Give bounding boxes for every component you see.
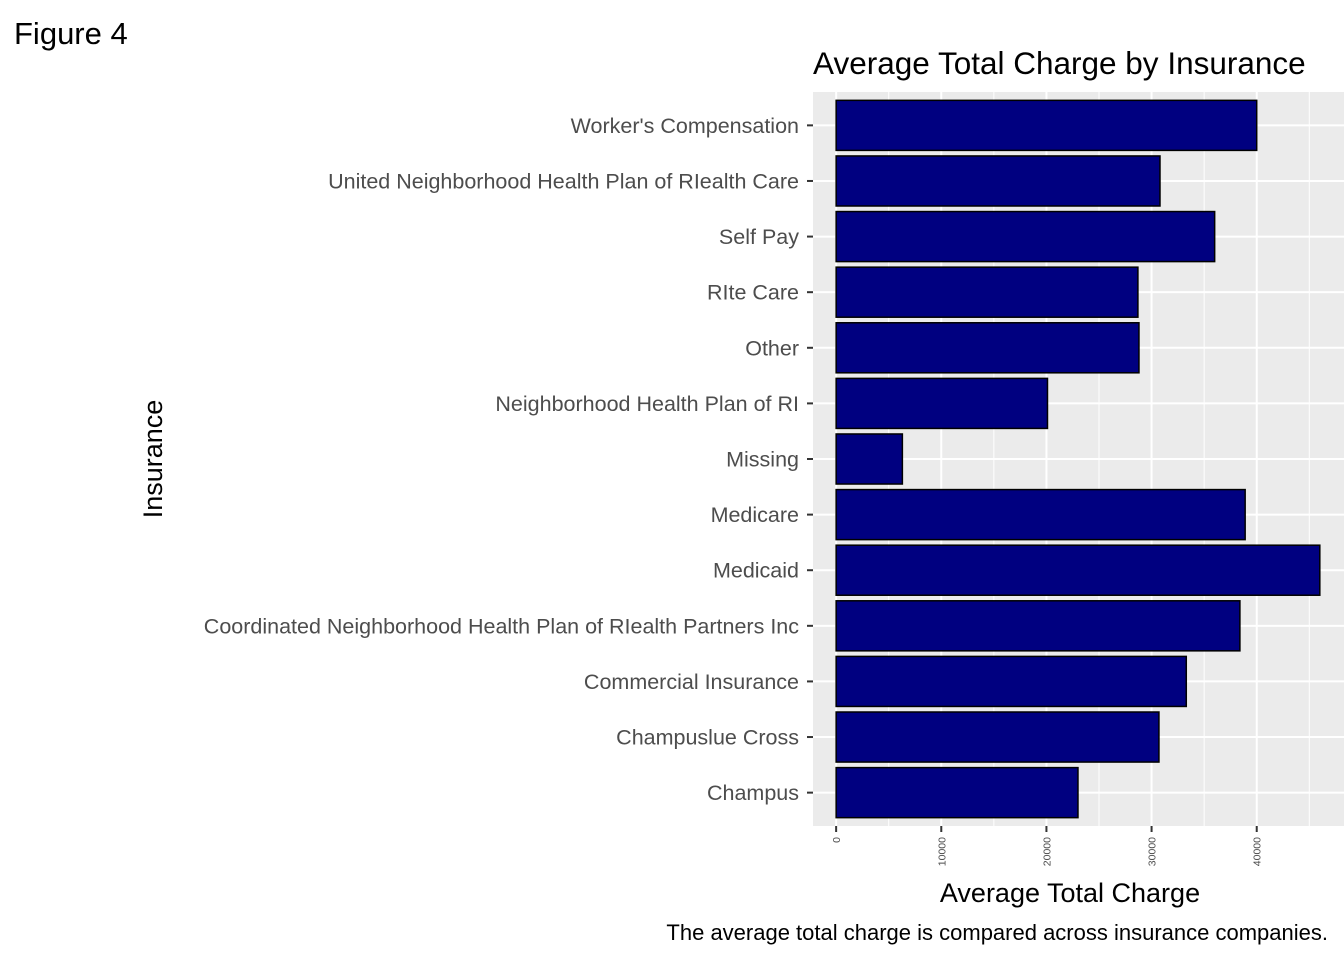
bar <box>835 600 1241 652</box>
y-tick-label: Champuslue Cross <box>616 726 799 750</box>
chart-title: Average Total Charge by Insurance <box>813 45 1306 81</box>
y-tick-label: Self Pay <box>719 225 799 249</box>
figure-label: Figure 4 <box>14 16 128 51</box>
figure-caption: The average total charge is compared acr… <box>666 920 1328 945</box>
y-tick-label: Worker's Compensation <box>571 114 799 138</box>
bar <box>835 210 1216 263</box>
bar <box>835 544 1321 596</box>
y-axis: Champus Champuslue Cross Commercial Insura… <box>204 114 813 805</box>
y-tick-label: United Neighborhood Health Plan of RIeal… <box>328 169 799 193</box>
bar <box>835 322 1140 374</box>
y-tick-label: Medicaid <box>713 559 799 583</box>
bar <box>835 488 1246 541</box>
x-axis-title: Average Total Charge <box>940 878 1200 908</box>
y-tick-label: Medicare <box>711 503 799 527</box>
x-tick-label: 30000 <box>1147 837 1159 866</box>
x-axis: 0 10000 20000 30000 40000 <box>831 826 1264 866</box>
y-tick-label: Missing <box>726 448 799 472</box>
bar <box>835 766 1079 819</box>
y-tick-label: Neighborhood Health Plan of RI <box>495 392 799 416</box>
x-tick-label: 40000 <box>1252 837 1264 866</box>
y-tick-label: RIte Care <box>707 281 799 305</box>
bar <box>835 711 1160 763</box>
y-tick-label: Coordinated Neighborhood Health Plan of … <box>204 614 799 638</box>
y-tick-label: Commercial Insurance <box>584 670 799 694</box>
bar <box>835 99 1258 152</box>
bar <box>835 377 1049 430</box>
y-tick-label: Other <box>745 336 799 360</box>
bar <box>835 266 1139 318</box>
x-tick-label: 10000 <box>936 837 948 866</box>
bar <box>835 655 1188 708</box>
bars-group <box>835 99 1321 819</box>
x-tick-label: 0 <box>831 837 843 843</box>
bar <box>835 155 1161 207</box>
y-tick-label: Champus <box>707 781 799 805</box>
x-tick-label: 20000 <box>1041 837 1053 866</box>
y-axis-title: Insurance <box>138 400 168 519</box>
bar <box>835 433 904 485</box>
